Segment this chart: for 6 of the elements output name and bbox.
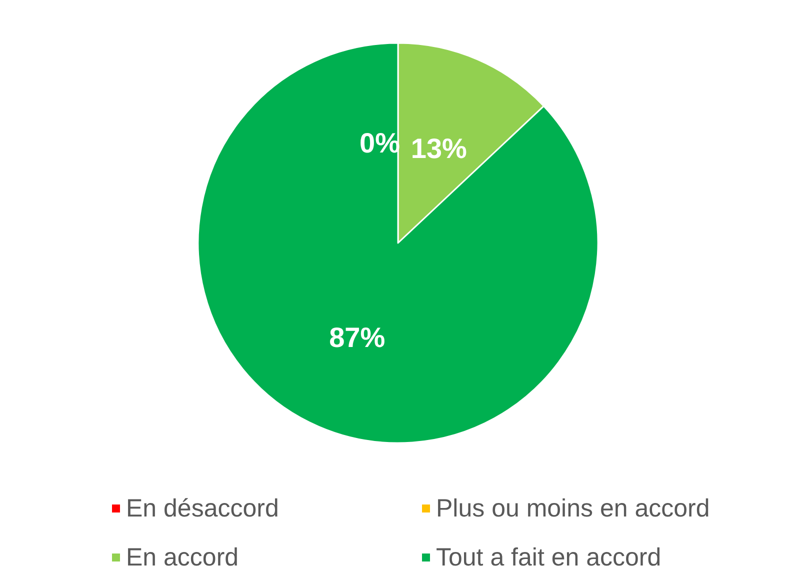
legend-label: En accord bbox=[126, 544, 239, 572]
data-label: 13% bbox=[410, 132, 468, 164]
legend-label: En désaccord bbox=[126, 494, 279, 522]
legend-label: Plus ou moins en accord bbox=[436, 494, 710, 522]
legend-label: Tout a fait en accord bbox=[436, 544, 662, 572]
data-label: 87% bbox=[329, 322, 386, 354]
